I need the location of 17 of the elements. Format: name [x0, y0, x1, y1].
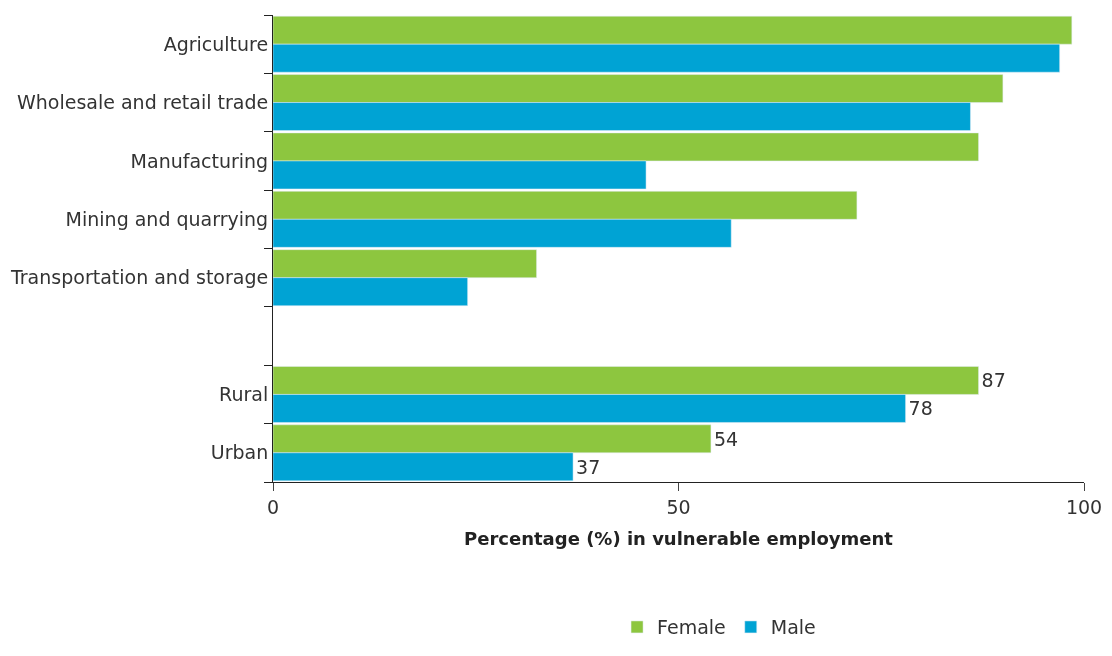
x-axis-title: Percentage (%) in vulnerable employment: [464, 527, 894, 549]
y-tick-label: Mining and quarrying: [65, 207, 269, 230]
y-tick-label: Transportation and storage: [10, 266, 269, 289]
y-tick-label: Agriculture: [163, 32, 269, 55]
legend-label: Male: [770, 616, 816, 639]
data-label: 87: [981, 369, 1006, 392]
legend-label: Female: [657, 616, 726, 639]
x-tick-label: 50: [666, 495, 691, 518]
x-tick-label: 100: [1065, 495, 1103, 518]
data-label: 78: [908, 397, 933, 420]
x-tick-label: 0: [266, 495, 280, 518]
y-tick-label: Urban: [210, 441, 269, 464]
y-tick-label: Manufacturing: [130, 149, 269, 172]
y-tick-label: Wholesale and retail trade: [17, 91, 269, 114]
y-tick-label: Rural: [219, 383, 269, 406]
data-label: 54: [713, 427, 739, 450]
data-label: 37: [576, 455, 601, 478]
